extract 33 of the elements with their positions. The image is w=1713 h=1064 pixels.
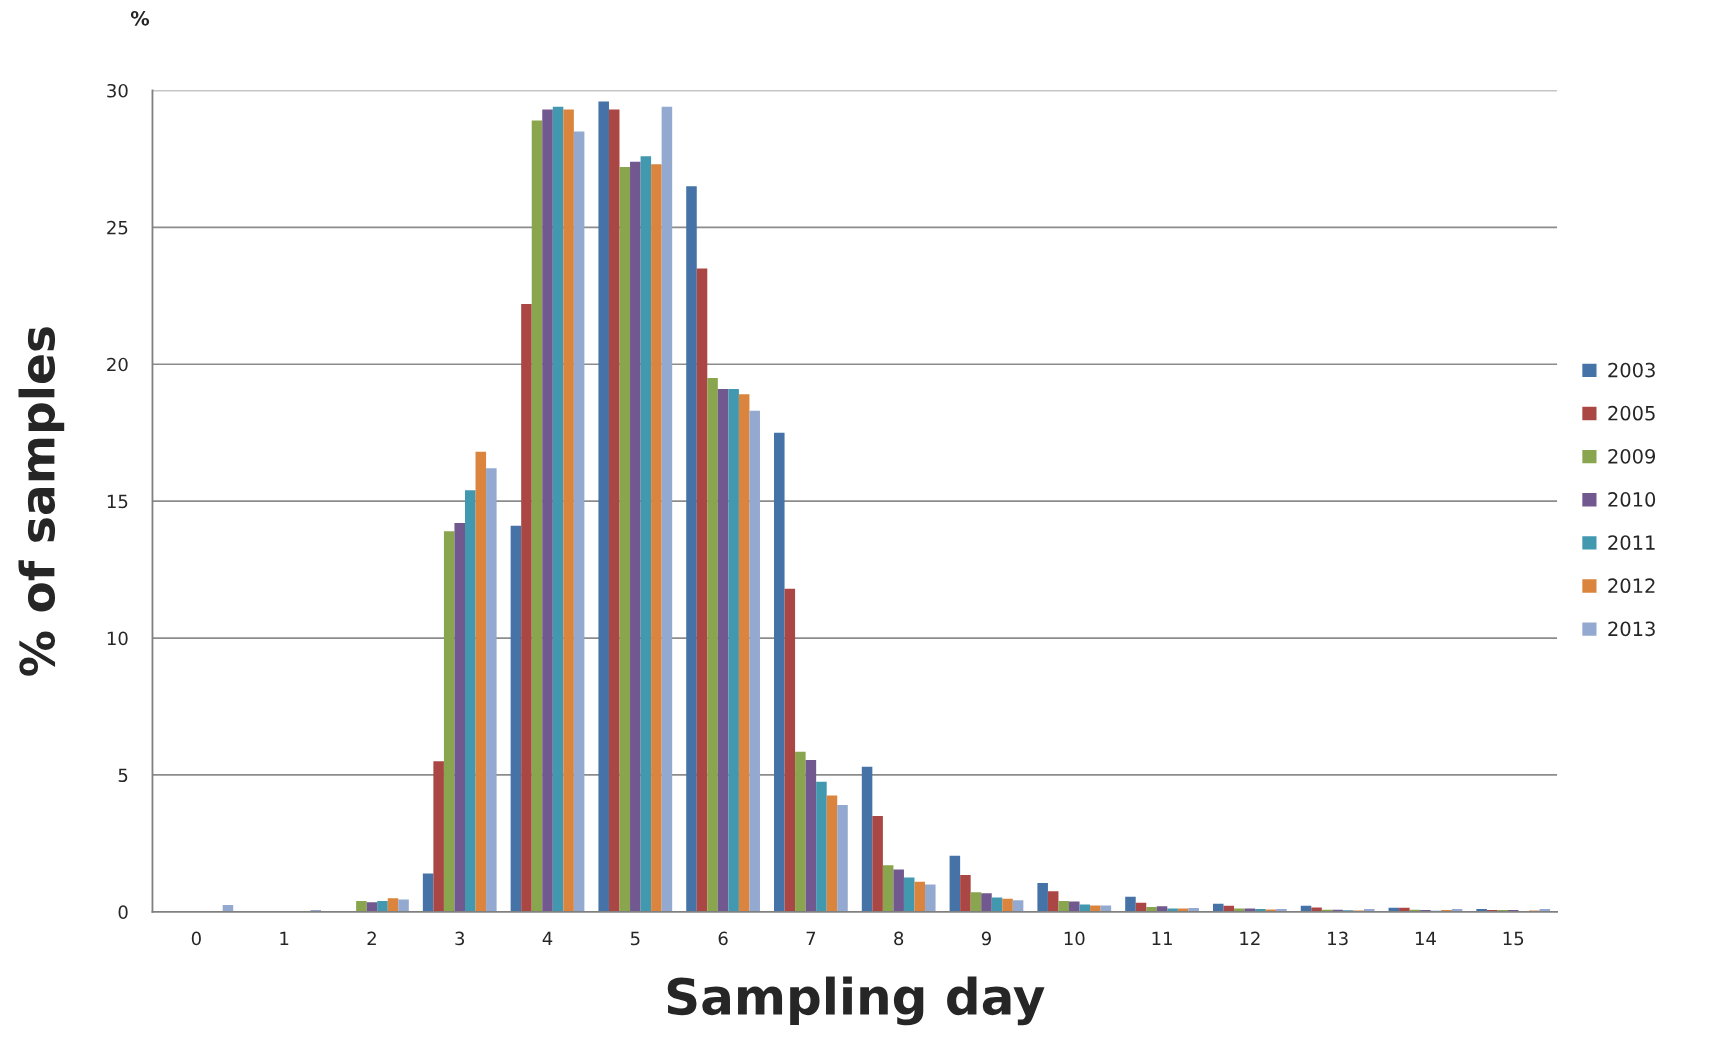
x-tick-label: 8	[894, 931, 904, 946]
y-tick-label: 5	[118, 768, 128, 783]
x-tick-label: 9	[981, 931, 991, 946]
y-tick-label: 0	[118, 905, 128, 919]
x-tick-label: 4	[542, 931, 553, 946]
text: %	[130, 10, 150, 26]
x-tick-label: 6	[718, 931, 728, 946]
x-tick-label: 1	[280, 931, 289, 946]
x-tick-label: 10	[1064, 931, 1085, 946]
y-tick-label: 20	[107, 357, 128, 372]
x-axis-title: Sampling day	[667, 976, 1045, 1026]
legend-label: 2011	[1608, 535, 1655, 550]
x-tick-label: 7	[806, 931, 816, 946]
legend-label: 2013	[1608, 621, 1655, 637]
y-tick-label: 25	[107, 220, 128, 235]
x-tick-label: 5	[630, 931, 640, 946]
x-tick-label: 13	[1328, 931, 1348, 946]
y-tick-label: 30	[107, 83, 128, 98]
y-axis-title: % of samples	[18, 327, 65, 676]
x-tick-label: 14	[1415, 931, 1436, 946]
x-tick-label: 3	[455, 931, 465, 946]
legend-label: 2009	[1608, 448, 1656, 464]
x-tick-label: 15	[1503, 931, 1524, 946]
legend-label: 2005	[1608, 405, 1655, 421]
y-tick-label: 15	[107, 494, 128, 509]
x-tick-label: 11	[1152, 931, 1172, 946]
legend-label: 2003	[1608, 362, 1655, 378]
x-tick-label: 0	[191, 931, 201, 946]
legend-label: 2012	[1608, 578, 1655, 594]
legend-label: 2010	[1608, 492, 1656, 507]
y-tick-label: 10	[107, 631, 128, 646]
x-tick-label: 2	[367, 931, 376, 946]
x-tick-label: 12	[1240, 931, 1260, 946]
